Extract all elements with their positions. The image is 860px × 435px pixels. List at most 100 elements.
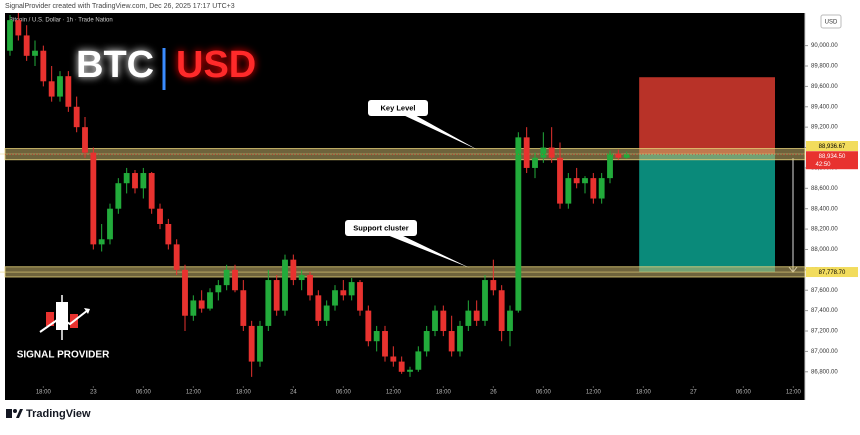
- current-price-label: 88,934.50: [819, 154, 846, 160]
- x-tick-label: 12:00: [386, 390, 402, 396]
- candle-body: [598, 178, 605, 199]
- x-tick-label: 06:00: [336, 390, 352, 396]
- y-tick-label: 87,200.00: [811, 329, 838, 335]
- candle-body: [482, 280, 488, 321]
- header: SignalProvider created with TradingView.…: [5, 3, 235, 10]
- y-tick-label: 88,600.00: [811, 186, 838, 192]
- level-price-label: 87,778.70: [819, 270, 846, 276]
- candle-body: [373, 331, 380, 342]
- candle-body: [207, 292, 213, 309]
- x-tick-label: 06:00: [136, 390, 152, 396]
- candle-body: [557, 157, 563, 204]
- candle-body: [365, 310, 372, 342]
- level-price-box: [806, 267, 858, 278]
- currency: USD: [825, 20, 838, 26]
- chart-layer: 86,800.00 87,000.00 87,200.00 87,400.00 87,6…: [0, 13, 858, 396]
- callout-label: Support cluster: [353, 223, 409, 232]
- y-tick-label: 89,800.00: [811, 64, 838, 70]
- candle-body: [457, 325, 463, 352]
- candle-body: [240, 290, 247, 326]
- candle-body: [307, 274, 313, 296]
- candle-body: [140, 173, 147, 189]
- candle-body: [498, 290, 505, 332]
- candle-body: [565, 178, 572, 204]
- x-tick-label: 18:00: [36, 390, 52, 396]
- candle-body: [623, 154, 630, 158]
- x-tick-label: 23: [90, 390, 97, 396]
- candle-body: [415, 351, 422, 370]
- candle-body: [332, 290, 338, 306]
- x-tick-label: 12:00: [786, 390, 802, 396]
- candle-body: [123, 173, 130, 184]
- candle-body: [465, 310, 472, 326]
- candle-body: [540, 147, 547, 158]
- symbol: Bitcoin / U.S. Dollar · 1h · Trade Natio…: [9, 18, 113, 24]
- y-tick-label: 89,600.00: [811, 84, 838, 90]
- candle-body: [523, 137, 530, 168]
- y-tick-label: 88,000.00: [811, 247, 838, 253]
- candle-body: [357, 282, 363, 311]
- candle-body: [432, 310, 438, 332]
- x-tick-label: 18:00: [436, 390, 452, 396]
- candle-body: [265, 280, 272, 326]
- stop-zone: [639, 77, 775, 155]
- x-tick-label: 18:00: [636, 390, 652, 396]
- candle-body: [290, 259, 297, 281]
- candle-body: [273, 280, 280, 311]
- candle-body: [165, 223, 172, 245]
- y-tick-label: 87,600.00: [811, 288, 838, 294]
- candle-body: [340, 290, 347, 296]
- candle-body: [115, 183, 122, 209]
- candle-body: [398, 361, 405, 372]
- candle-body: [423, 331, 430, 352]
- x-tick-label: 06:00: [536, 390, 552, 396]
- candle-body: [40, 50, 47, 82]
- candle-body: [323, 305, 330, 321]
- candle-body: [157, 208, 163, 224]
- footer: TradingView: [26, 408, 91, 420]
- candle-body: [473, 310, 480, 321]
- candle-body: [490, 280, 497, 291]
- candle-body: [532, 157, 538, 168]
- countdown: 42:50: [815, 162, 831, 168]
- candle-body: [298, 274, 305, 281]
- candle-body: [232, 269, 238, 291]
- y-tick-label: 88,400.00: [811, 206, 838, 212]
- candle-body: [98, 239, 105, 245]
- callout-box: [368, 100, 428, 116]
- candle-body: [315, 295, 322, 321]
- candle-body: [582, 178, 588, 184]
- x-tick-label: 26: [490, 390, 497, 396]
- candle-body: [48, 81, 55, 97]
- candle-body: [382, 331, 388, 357]
- candle-body: [198, 300, 205, 309]
- candle-body: [173, 244, 180, 270]
- footer-logo: [6, 409, 23, 418]
- candle-body: [57, 76, 63, 97]
- candle-body: [615, 153, 622, 158]
- candle-body: [65, 76, 72, 107]
- candle-body: [32, 50, 38, 56]
- y-tick-label: 90,000.00: [811, 43, 838, 49]
- brand: SIGNAL PROVIDER: [17, 350, 110, 361]
- candle-body: [73, 106, 80, 128]
- callout-box: [345, 220, 417, 236]
- candle-body: [390, 356, 397, 362]
- candle-body: [223, 269, 230, 286]
- candle-body: [257, 325, 263, 362]
- y-tick-label: 87,000.00: [811, 349, 838, 355]
- candle-body: [107, 208, 113, 240]
- y-tick-label: 86,800.00: [811, 369, 838, 375]
- callout-pointer: [401, 114, 478, 151]
- title-right: USD: [176, 44, 256, 86]
- candle-body: [548, 147, 555, 158]
- x-tick-label: 18:00: [236, 390, 252, 396]
- y-tick-label: 87,400.00: [811, 308, 838, 314]
- x-tick-label: 06:00: [736, 390, 752, 396]
- candle-body: [248, 325, 255, 362]
- candle-body: [7, 20, 13, 51]
- candle-body: [23, 35, 30, 56]
- candle-body: [15, 20, 22, 36]
